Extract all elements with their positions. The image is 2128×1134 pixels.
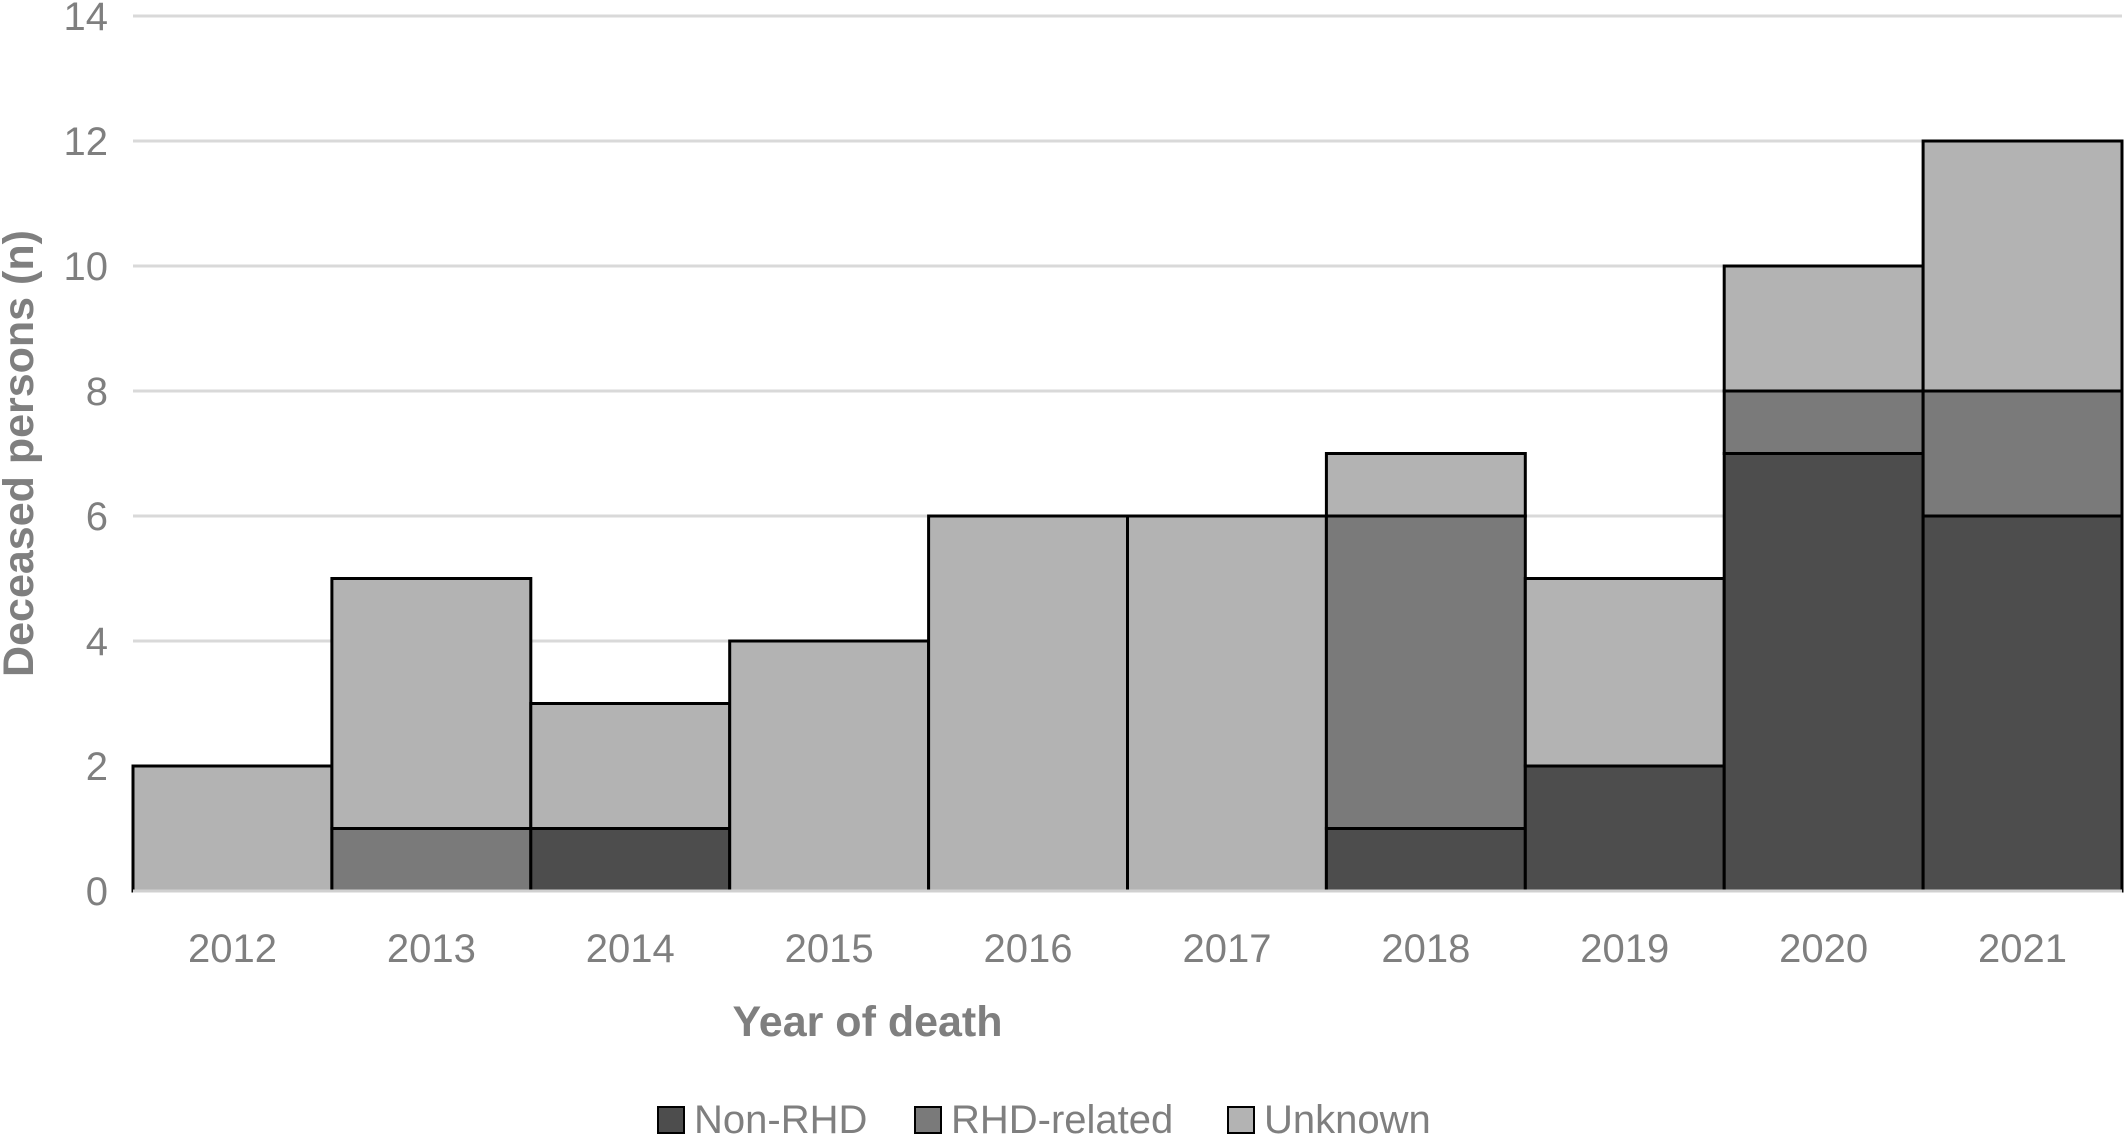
y-axis-tick-labels: 0 2 4 6 8 10 12 14 <box>64 0 109 914</box>
legend-label: Non-RHD <box>694 1098 867 1134</box>
x-tick-label: 2020 <box>1779 927 1868 971</box>
bar-segment <box>330 827 533 893</box>
x-tick-label: 2021 <box>1978 927 2067 971</box>
y-tick-label: 14 <box>64 0 109 39</box>
x-tick-label: 2012 <box>188 927 277 971</box>
bar-segment <box>1324 514 1527 830</box>
bar-segment <box>1523 764 1726 893</box>
y-tick-label: 10 <box>64 245 109 289</box>
legend-item: RHD-related <box>914 1098 1173 1134</box>
legend-label: RHD-related <box>951 1098 1173 1134</box>
bar-segment <box>1921 139 2124 393</box>
x-tick-label: 2015 <box>785 927 874 971</box>
legend-item: Unknown <box>1227 1098 1431 1134</box>
bar-segment <box>927 514 1129 893</box>
bar-segment <box>1921 514 2124 893</box>
bar-segment <box>728 639 931 893</box>
bar-segment <box>131 764 334 893</box>
legend-item: Non-RHD <box>657 1098 867 1134</box>
y-tick-label: 0 <box>86 870 108 914</box>
bars <box>131 139 2124 893</box>
y-tick-label: 2 <box>86 745 108 789</box>
bar-segment <box>1523 577 1726 768</box>
y-axis-title: Deceased persons (n) <box>0 230 43 677</box>
y-tick-label: 4 <box>86 620 108 664</box>
bar-segment <box>529 702 732 830</box>
y-tick-label: 8 <box>86 370 108 414</box>
bar-segment <box>1324 452 1527 518</box>
bar-segment <box>1126 514 1328 893</box>
y-tick-label: 6 <box>86 495 108 539</box>
bar-segment <box>330 577 533 830</box>
legend-swatch <box>657 1106 685 1134</box>
x-tick-label: 2019 <box>1580 927 1669 971</box>
x-tick-label: 2018 <box>1381 927 1470 971</box>
bar-segment <box>1722 264 1925 393</box>
x-axis-tick-labels: 2012 2013 2014 2015 2016 2017 2018 2019 2020 2021 <box>188 927 2067 971</box>
x-tick-label: 2014 <box>586 927 675 971</box>
legend: Non-RHD RHD-related Unknown <box>657 1098 1431 1134</box>
bar-segment <box>1722 452 1925 893</box>
x-tick-label: 2016 <box>984 927 1073 971</box>
bar-segment <box>1921 389 2124 518</box>
bar-segment <box>529 827 732 893</box>
x-tick-label: 2013 <box>387 927 476 971</box>
x-axis-title: Year of death <box>732 998 1002 1046</box>
legend-swatch <box>914 1106 942 1134</box>
y-tick-label: 12 <box>64 120 109 164</box>
bar-segment <box>1722 389 1925 455</box>
legend-swatch <box>1227 1106 1255 1134</box>
legend-label: Unknown <box>1264 1098 1431 1134</box>
x-tick-label: 2017 <box>1182 927 1271 971</box>
bar-segment <box>1324 827 1527 893</box>
